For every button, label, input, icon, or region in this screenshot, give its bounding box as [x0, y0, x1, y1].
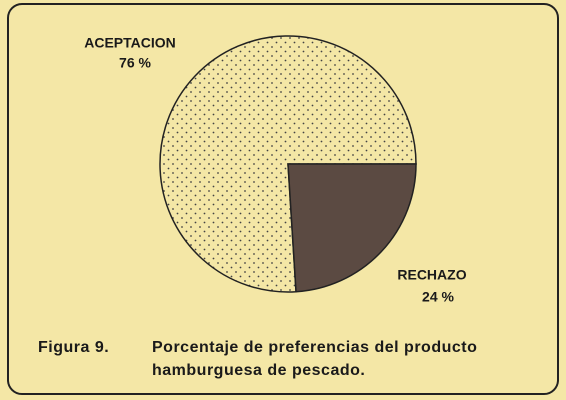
slice-label: ACEPTACION — [84, 35, 176, 51]
slice-value-label: 24 % — [422, 289, 454, 305]
caption-line: Porcentaje de preferencias del producto — [152, 339, 477, 356]
slice-label: RECHAZO — [397, 267, 466, 283]
caption-line: hamburguesa de pescado. — [152, 362, 365, 379]
figure-label: Figura 9. — [38, 339, 109, 356]
frame — [7, 3, 559, 395]
pie-slice — [159, 35, 417, 293]
slice-value-label: 76 % — [119, 55, 151, 71]
pie-slice — [287, 163, 417, 293]
